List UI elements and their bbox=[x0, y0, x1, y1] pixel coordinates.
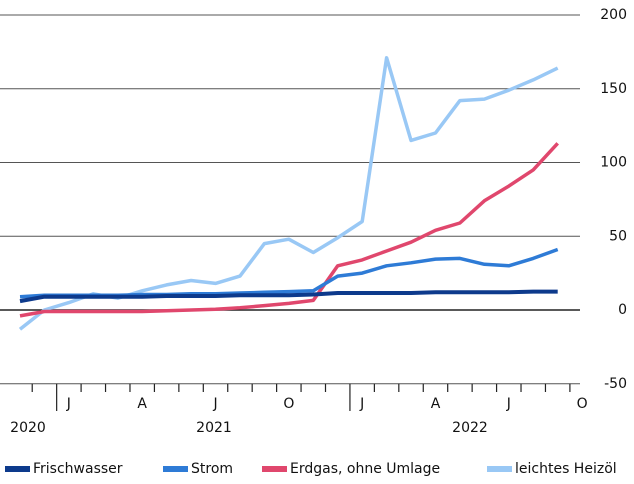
y-tick-label: 150 bbox=[600, 81, 627, 97]
y-tick-label: 200 bbox=[600, 7, 627, 23]
legend-label: Erdgas, ohne Umlage bbox=[290, 461, 440, 477]
legend-label: Frischwasser bbox=[33, 461, 123, 477]
year-label: 2021 bbox=[196, 420, 232, 436]
legend-label: leichtes Heizöl bbox=[515, 461, 617, 477]
x-tick-label: A bbox=[137, 396, 147, 412]
year-label: 2022 bbox=[452, 420, 488, 436]
y-tick-label: -50 bbox=[604, 376, 627, 392]
x-tick-label: J bbox=[212, 396, 217, 412]
y-tick-label: 0 bbox=[618, 302, 627, 318]
y-tick-label: 100 bbox=[600, 155, 627, 171]
x-tick-label: A bbox=[431, 396, 441, 412]
x-tick-label: J bbox=[506, 396, 511, 412]
legend-label: Strom bbox=[191, 461, 233, 477]
series-line bbox=[18, 56, 559, 331]
x-tick-label: O bbox=[577, 396, 588, 412]
y-tick-label: 50 bbox=[609, 228, 627, 244]
series-line bbox=[19, 289, 558, 304]
series-line bbox=[19, 247, 559, 299]
x-tick-label: O bbox=[283, 396, 294, 412]
year-label: 2020 bbox=[10, 420, 46, 436]
series-line bbox=[19, 142, 559, 318]
x-tick-label: J bbox=[66, 396, 71, 412]
x-tick-label: J bbox=[359, 396, 364, 412]
